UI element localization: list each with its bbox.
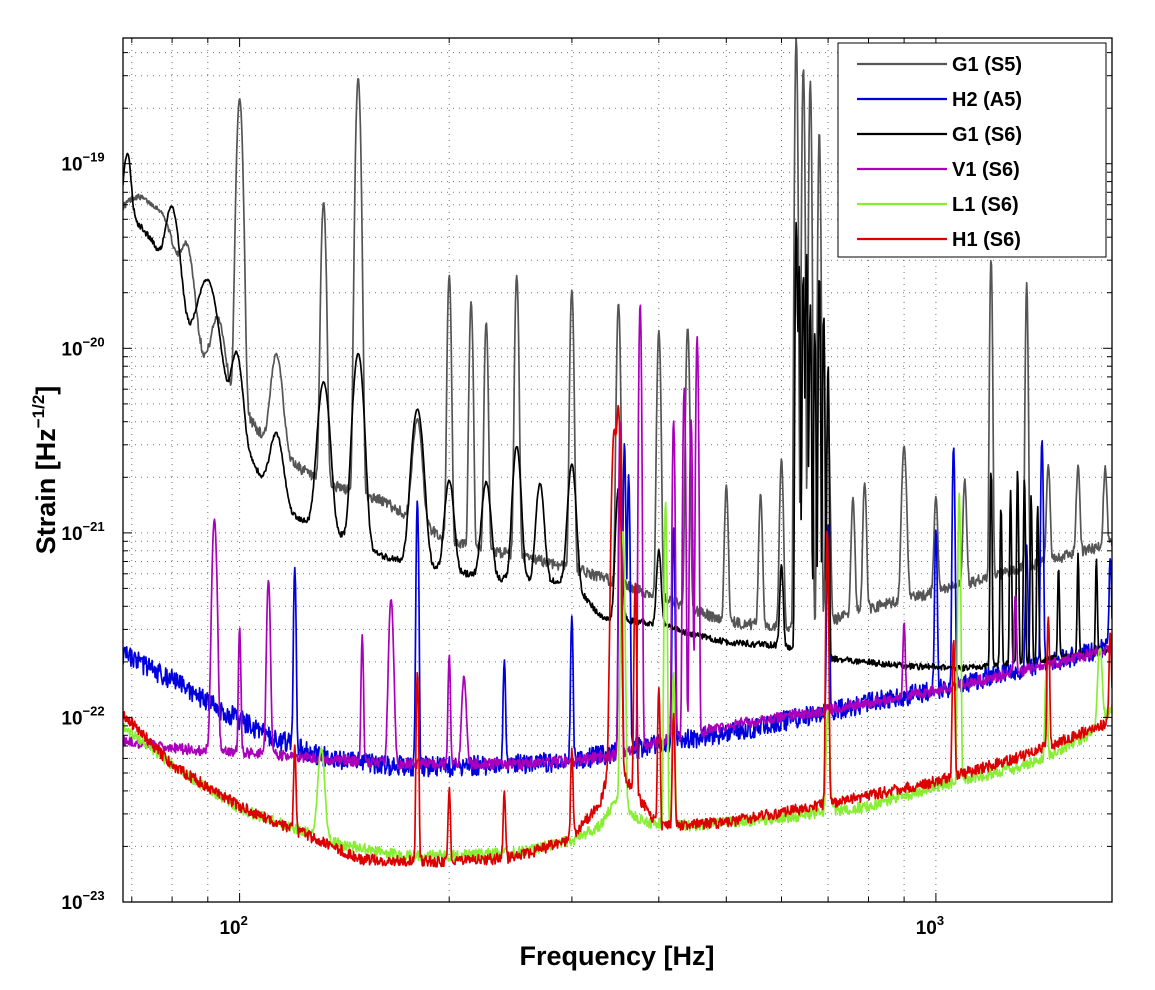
x-tick-label-base: 10 <box>219 918 240 939</box>
legend-label: L1 (S6) <box>952 194 1019 216</box>
x-axis-label: Frequency [Hz] <box>519 941 714 971</box>
legend-label: V1 (S6) <box>952 159 1020 181</box>
series-line-5 <box>123 404 1112 868</box>
y-tick-label-exponent: −22 <box>83 703 105 718</box>
y-tick-label: 10−21 <box>61 519 104 545</box>
tick-marks <box>123 38 1112 903</box>
y-tick-label-base: 10 <box>61 708 82 729</box>
legend-label: H1 (S6) <box>952 229 1021 251</box>
x-tick-label: 103 <box>916 913 944 939</box>
y-tick-label-base: 10 <box>61 155 82 176</box>
series-line-3 <box>123 304 1112 771</box>
x-tick-label-base: 10 <box>916 918 937 939</box>
legend-label: G1 (S5) <box>952 54 1022 76</box>
x-tick-label-exponent: 3 <box>937 913 944 928</box>
y-tick-label: 10−20 <box>61 334 104 360</box>
x-tick-label-exponent: 2 <box>241 913 248 928</box>
series-line-2 <box>123 152 1112 673</box>
y-tick-label-base: 10 <box>61 893 82 914</box>
y-tick-label-exponent: −19 <box>83 150 105 165</box>
series-line-0 <box>123 38 1112 633</box>
legend-label: G1 (S6) <box>952 124 1022 146</box>
y-axis-label-main: Strain [Hz <box>31 428 61 554</box>
series-layer <box>123 38 1112 868</box>
y-tick-label-base: 10 <box>61 524 82 545</box>
x-tick-label: 102 <box>219 913 247 939</box>
legend-label: H2 (A5) <box>952 89 1022 111</box>
legend: G1 (S5) H2 (A5) G1 (S6) V1 (S6) L1 (S6) H1 (S… <box>837 42 1107 258</box>
y-tick-label: 10−19 <box>61 150 104 176</box>
y-tick-label-exponent: −23 <box>83 888 105 903</box>
y-tick-label-base: 10 <box>61 339 82 360</box>
y-axis-label-suffix: ] <box>31 386 61 395</box>
legend-box <box>837 42 1107 258</box>
y-axis-label: Strain [Hz−1/2] <box>29 386 61 555</box>
y-axis-label-exponent: −1/2 <box>29 395 48 429</box>
y-tick-label-exponent: −20 <box>83 334 105 349</box>
y-tick-label-exponent: −21 <box>83 519 105 534</box>
y-tick-label: 10−22 <box>61 703 104 729</box>
plot-frame <box>122 37 1113 903</box>
x-tick-labels: 102 103 <box>219 913 944 939</box>
y-tick-label: 10−23 <box>61 888 104 914</box>
